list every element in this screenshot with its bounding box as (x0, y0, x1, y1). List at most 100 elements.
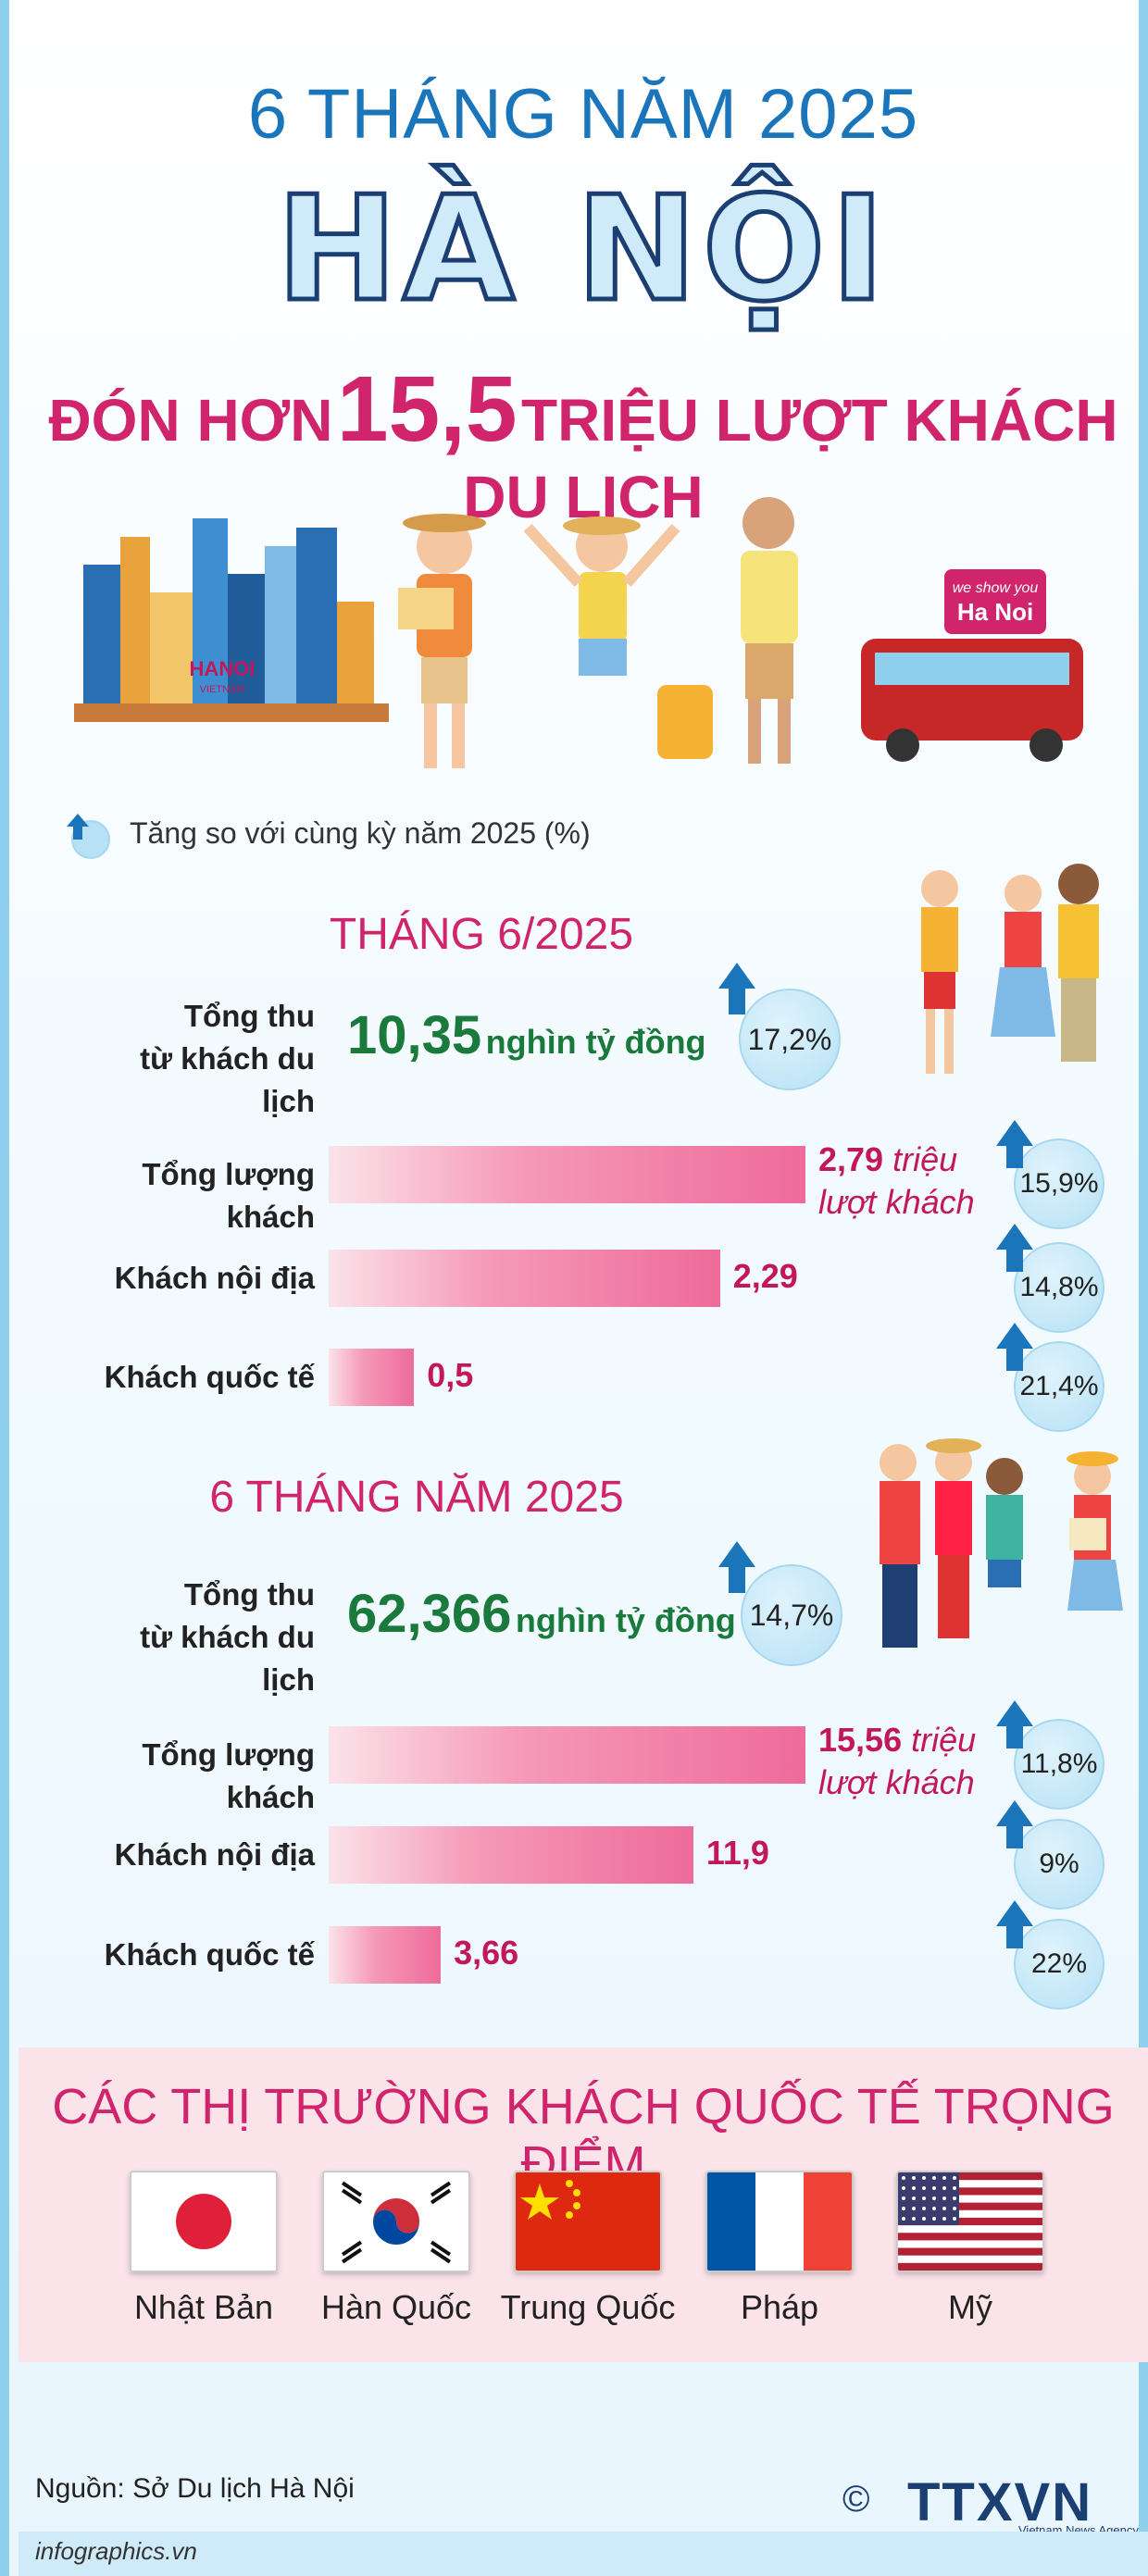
up-arrow-icon (996, 1800, 1033, 1826)
up-arrow-icon (1006, 1248, 1023, 1272)
revenue-label-1: Tổng thu từ khách du lịch (120, 995, 315, 1123)
hanoi-logo-sub: VIETNAM (200, 684, 245, 695)
bus-tag-line1: we show you (953, 580, 1039, 596)
japan-flag-icon (130, 2171, 278, 2272)
up-arrow-icon (1006, 1347, 1023, 1371)
bar-chart-6months: Tổng lượng khách 15,56 triệu lượt khách 11,… (9, 1700, 1148, 2013)
revenue-value-1: 10,35 nghìn tỷ đồng (347, 1004, 706, 1066)
up-arrow-icon (996, 1224, 1033, 1250)
bar (329, 1349, 415, 1406)
tourist-with-phone-figure (741, 497, 798, 764)
bar (329, 1726, 805, 1784)
bar-value-label: 0,5 (427, 1356, 474, 1394)
ttxvn-logo: © TTXVN Vietnam News Agency (842, 2471, 1139, 2537)
category-label: Khách nội địa (114, 1261, 315, 1295)
period-title: 6 THÁNG NĂM 2025 (247, 75, 919, 154)
copyright-symbol: © (842, 2479, 870, 2520)
market-label-usa: Mỹ (948, 2288, 992, 2326)
section-title-june: THÁNG 6/2025 (329, 910, 634, 959)
category-label: Tổng lượng khách (142, 1157, 315, 1234)
legend-label: Tăng so với cùng kỳ năm 2025 (%) (130, 816, 591, 850)
growth-bubble: 15,9% (1014, 1139, 1104, 1229)
revenue-growth-bubble-2: 14,7% (741, 1564, 842, 1666)
korea-flag-icon (322, 2171, 470, 2272)
headline: ĐÓN HƠN 15,5 TRIỆU LƯỢT KHÁCH DU LỊCH (9, 356, 1148, 531)
category-label: Khách nội địa (114, 1837, 315, 1872)
category-label: Khách quốc tế (104, 1937, 315, 1972)
growth-legend-icon (67, 814, 110, 859)
market-label-korea: Hàn Quốc (320, 2288, 472, 2326)
up-arrow-icon (729, 987, 745, 1014)
growth-bubble: 22% (1014, 1919, 1104, 2010)
bar (329, 1826, 693, 1884)
revenue-growth-1: 17,2% (747, 1022, 832, 1056)
up-arrow-icon (1006, 1144, 1023, 1168)
logo-text: TTXVN (907, 2472, 1093, 2532)
revenue-label-2-line2: từ khách du lịch (140, 1620, 315, 1697)
up-arrow-icon (718, 1541, 755, 1567)
revenue-number-1: 10,35 (347, 1005, 482, 1065)
revenue-number-2: 62,366 (347, 1584, 512, 1644)
tour-bus: we show you Ha Noi (861, 569, 1083, 762)
growth-bubble: 21,4% (1014, 1341, 1104, 1432)
headline-prefix: ĐÓN HƠN (48, 387, 333, 454)
footer-bar (19, 2532, 1148, 2576)
up-arrow-icon (729, 1565, 745, 1593)
bar-value-label: 3,66 (454, 1934, 519, 1972)
bar-unit-label: lượt khách (818, 1763, 975, 1801)
bar-unit-label: lượt khách (818, 1183, 975, 1221)
up-arrow-icon (996, 1700, 1033, 1726)
section-title-6months: 6 THÁNG NĂM 2025 (209, 1473, 624, 1522)
bar (329, 1250, 720, 1307)
key-markets-title: CÁC THỊ TRƯỜNG KHÁCH QUỐC TẾ TRỌNG ĐIỂM (52, 2079, 1115, 2192)
growth-bubble: 9% (1014, 1819, 1104, 1910)
up-arrow-icon (996, 1120, 1033, 1146)
growth-bubble: 14,8% (1014, 1242, 1104, 1333)
city-title: HÀ NỘI (274, 163, 891, 336)
up-arrow-icon (996, 1900, 1033, 1926)
up-arrow-icon (996, 1323, 1033, 1349)
bar (329, 1926, 442, 1984)
tourist-with-map-figure (398, 514, 486, 768)
france-flag-icon (705, 2171, 854, 2272)
bus-tag-line2: Ha Noi (957, 598, 1033, 626)
revenue-label-1-line1: Tổng thu (183, 999, 315, 1033)
category-label: Tổng lượng khách (142, 1737, 315, 1814)
revenue-growth-2: 14,7% (749, 1598, 834, 1632)
revenue-unit-2: nghìn tỷ đồng (515, 1601, 736, 1639)
usa-flag-icon (896, 2171, 1044, 2272)
china-flag-icon (514, 2171, 662, 2272)
bar-value-label: 2,29 (732, 1257, 798, 1295)
bar-value-label: 11,9 (705, 1834, 769, 1872)
revenue-unit-1: nghìn tỷ đồng (485, 1023, 706, 1061)
bar-value-label: 15,56 triệu lượt khách (818, 1721, 977, 1801)
headline-suffix: TRIỆU LƯỢT KHÁCH DU LỊCH (463, 387, 1118, 530)
growth-bubble: 11,8% (1014, 1719, 1104, 1810)
revenue-label-1-line2: từ khách du lịch (140, 1041, 315, 1118)
source-note: Nguồn: Sở Du lịch Hà Nội (35, 2473, 355, 2504)
bar-unit-label: triệu (902, 1721, 977, 1759)
revenue-label-2: Tổng thu từ khách du lịch (120, 1574, 315, 1701)
revenue-value-2: 62,366 nghìn tỷ đồng (347, 1583, 736, 1645)
tourists-group-illustration-2 (880, 1438, 1123, 1648)
hanoi-tourism-illustration: HANOI VIETNAM (74, 497, 1083, 768)
bar-value-label: 2,79 triệu lượt khách (818, 1140, 975, 1221)
tourist-jumping-figure (523, 516, 713, 759)
bar-chart-june: Tổng lượng khách 2,79 triệu lượt khách 15,9… (9, 1120, 1148, 1432)
up-arrow-icon (1006, 1724, 1023, 1748)
bar (329, 1146, 805, 1203)
up-arrow-icon (718, 963, 755, 989)
revenue-growth-bubble-1: 17,2% (739, 989, 841, 1090)
bar-unit-label: triệu (883, 1140, 958, 1178)
site-url[interactable]: infographics.vn (35, 2537, 197, 2565)
tourists-group-illustration-1 (921, 864, 1099, 1074)
city-skyline (74, 518, 389, 722)
up-arrow-icon (1006, 1824, 1023, 1848)
revenue-label-2-line1: Tổng thu (183, 1577, 315, 1612)
headline-number: 15,5 (336, 357, 518, 461)
market-label-france: Pháp (740, 2288, 819, 2326)
up-arrow-icon (1006, 1924, 1023, 1948)
category-label: Khách quốc tế (104, 1360, 315, 1394)
market-label-japan: Nhật Bản (133, 2288, 274, 2326)
